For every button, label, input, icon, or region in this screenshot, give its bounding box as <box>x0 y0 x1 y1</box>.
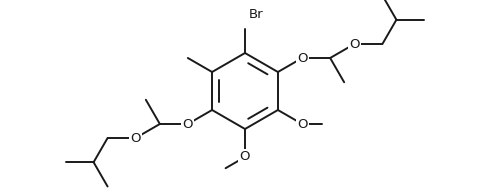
Text: O: O <box>297 117 307 130</box>
Text: O: O <box>349 37 359 50</box>
Text: O: O <box>297 52 307 65</box>
Text: O: O <box>240 151 250 163</box>
Text: Br: Br <box>249 8 264 21</box>
Text: O: O <box>130 131 141 145</box>
Text: O: O <box>183 117 193 130</box>
